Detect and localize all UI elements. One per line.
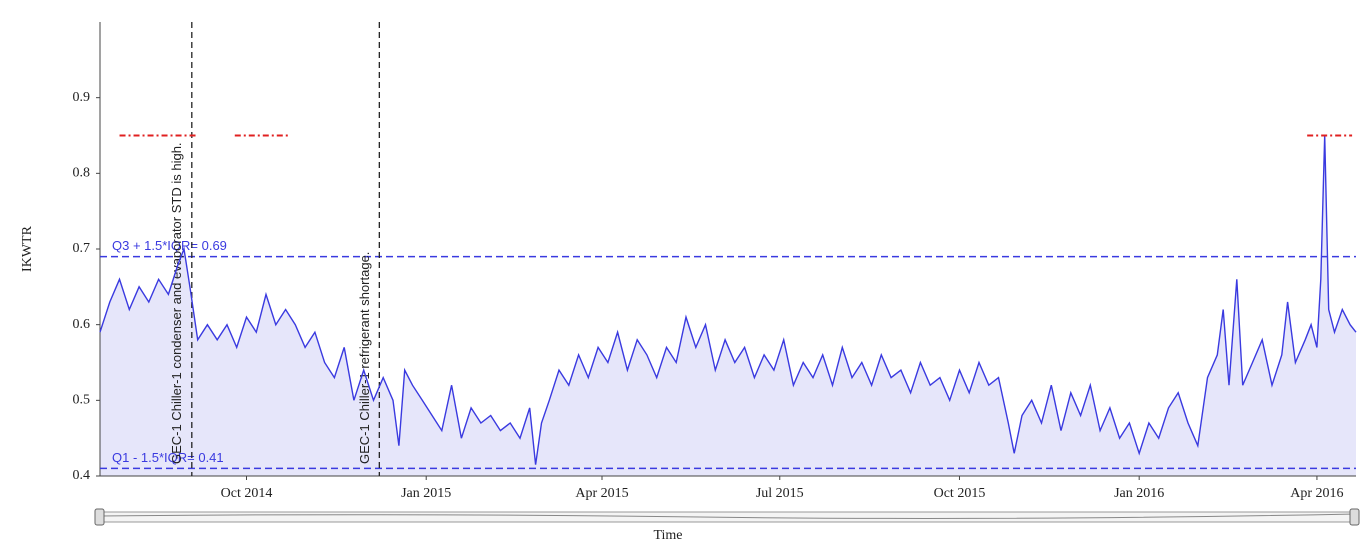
y-axis-label: IKWTR [20,225,35,272]
area [100,135,1356,476]
x-tick-label: Oct 2014 [221,486,273,501]
y-tick-label: 0.7 [73,241,91,256]
x-tick-label: Jan 2015 [401,486,451,501]
x-tick-label: Jul 2015 [756,486,804,501]
y-tick-label: 0.4 [73,468,91,483]
y-tick-label: 0.8 [73,166,91,181]
x-tick-label: Oct 2015 [934,486,986,501]
y-tick-label: 0.9 [73,90,91,105]
threshold-label: Q3 + 1.5*IQR= 0.69 [112,238,227,253]
annotation-text: GEC-1 Chiller-1 condenser and evaporator… [169,142,184,464]
line [99,135,1357,465]
y-tick-label: 0.6 [73,317,91,332]
threshold-label: Q1 - 1.5*IQR= 0.41 [112,450,224,465]
x-tick-label: Jan 2016 [1114,486,1164,501]
x-axis-label: Time [653,528,682,543]
slider-preview [99,513,1357,519]
annotation-text: GEC-1 Chiller-1 refrigerant shortage. [357,252,372,464]
x-tick-label: Apr 2016 [1290,486,1343,501]
slider-handle-left[interactable] [94,508,105,526]
slider-handle-right[interactable] [1349,508,1360,526]
y-tick-label: 0.5 [73,393,91,408]
x-tick-label: Apr 2015 [575,486,628,501]
range-slider[interactable] [94,508,1360,526]
